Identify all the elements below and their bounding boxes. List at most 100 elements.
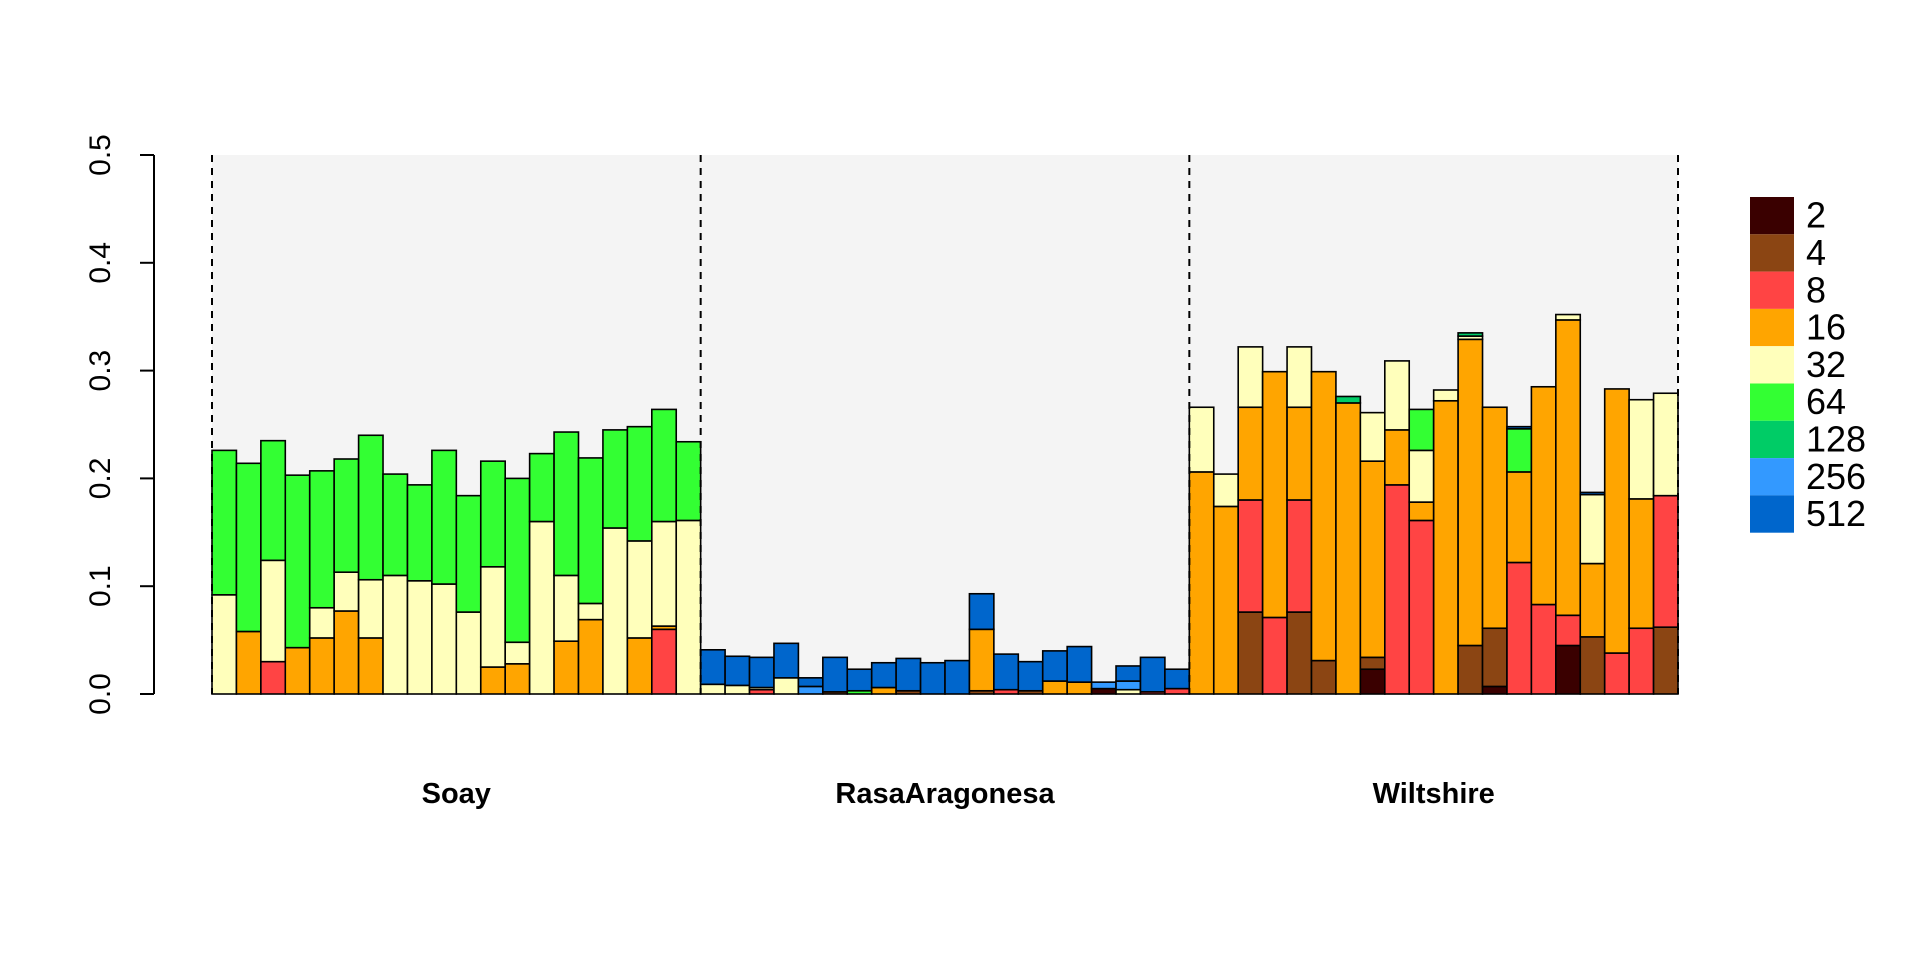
- bar-segment: [1603, 388, 1630, 654]
- bar-segment: [553, 640, 580, 695]
- bar-segment: [1555, 644, 1582, 695]
- bar-segment: [235, 462, 262, 633]
- y-tick-label: 0.0: [84, 673, 117, 715]
- y-tick-label: 0.2: [84, 458, 117, 500]
- bar-segment: [773, 677, 800, 695]
- legend-label: 16: [1806, 307, 1846, 348]
- bar-segment: [260, 559, 287, 663]
- bar-segment: [724, 684, 751, 695]
- bar-segment: [1115, 665, 1142, 682]
- bar-segment: [260, 439, 287, 562]
- legend-label: 256: [1806, 456, 1866, 497]
- bar-segment: [1139, 656, 1166, 693]
- legend-swatch: [1750, 197, 1794, 235]
- bar-segment: [1408, 519, 1435, 695]
- bar-segment: [1408, 408, 1435, 452]
- bar-segment: [504, 477, 531, 644]
- legend-label: 64: [1806, 381, 1846, 422]
- bar-segment: [895, 657, 922, 692]
- bar-segment: [1603, 652, 1630, 695]
- bar-segment: [1090, 681, 1117, 690]
- legend-swatch: [1750, 420, 1794, 459]
- bar-segment: [1384, 484, 1411, 695]
- bar-segment: [357, 578, 384, 639]
- bar-segment: [211, 594, 238, 695]
- bar-segment: [944, 659, 971, 695]
- bar-segment: [1286, 611, 1313, 695]
- bar-segment: [553, 574, 580, 642]
- legend-label: 8: [1806, 269, 1826, 310]
- bar-segment: [870, 661, 897, 689]
- bar-segment: [1335, 402, 1362, 695]
- bar-segment: [602, 527, 629, 695]
- bar-segment: [260, 660, 287, 695]
- bar-segment: [1286, 406, 1313, 501]
- bar-segment: [675, 440, 702, 522]
- bar-segment: [626, 637, 653, 695]
- bar-segment: [479, 460, 506, 568]
- bar-segment: [1481, 406, 1508, 630]
- bar-segment: [846, 668, 873, 692]
- bar-segment: [650, 408, 678, 523]
- bar-segment: [626, 540, 653, 639]
- bar-segment: [1041, 650, 1068, 682]
- legend-swatch: [1750, 234, 1794, 272]
- y-tick-label: 0.4: [84, 242, 117, 284]
- bar-segment: [1261, 616, 1288, 695]
- bar-segment: [797, 677, 824, 688]
- legend-label: 2: [1806, 195, 1826, 236]
- bar-segment: [1408, 501, 1435, 522]
- bar-segment: [1628, 627, 1655, 695]
- bar-segment: [773, 642, 800, 679]
- bar-segment: [406, 484, 433, 582]
- bar-segment: [577, 618, 604, 695]
- group-label: RasaAragonesa: [835, 778, 1055, 810]
- legend-label: 512: [1806, 493, 1866, 534]
- bar-segment: [455, 494, 482, 613]
- bar-segment: [1359, 411, 1386, 462]
- bar-segment: [675, 519, 702, 695]
- bar-segment: [1164, 668, 1191, 690]
- bar-segment: [748, 656, 775, 689]
- bar-segment: [919, 661, 946, 695]
- legend-swatch: [1750, 271, 1794, 309]
- bar-segment: [1506, 471, 1533, 564]
- bar-segment: [1432, 399, 1459, 695]
- bar-segment: [1530, 385, 1557, 606]
- bar-segment: [602, 429, 629, 529]
- bar-segment: [1066, 681, 1093, 695]
- legend-swatch: [1750, 308, 1794, 347]
- bar-segment: [1481, 685, 1508, 695]
- y-tick-label: 0.3: [84, 350, 117, 392]
- bar-segment: [333, 458, 360, 573]
- bar-segment: [1066, 645, 1093, 683]
- group-labels: Soay RasaAragonesa Wiltshire: [422, 778, 1495, 810]
- bar-segment: [968, 592, 995, 631]
- bar-segment: [1212, 473, 1240, 508]
- legend-swatch: [1750, 495, 1794, 533]
- bar-segment: [870, 686, 897, 695]
- bar-segment: [1164, 687, 1191, 695]
- bar-segment: [1555, 614, 1582, 647]
- legend-label: 128: [1806, 418, 1866, 459]
- bar-segment: [968, 628, 995, 692]
- bar-segment: [1628, 398, 1655, 500]
- bar-segment: [1310, 370, 1337, 662]
- bar-segment: [308, 470, 335, 609]
- bar-segment: [479, 666, 506, 695]
- bar-segment: [1506, 561, 1533, 695]
- bar-segment: [724, 655, 751, 687]
- bar-segment: [1628, 498, 1655, 630]
- bar-segment: [626, 425, 653, 542]
- bar-segment: [357, 637, 384, 695]
- bar-segment: [431, 449, 458, 585]
- bar-segment: [1359, 668, 1386, 695]
- bar-segment: [1237, 611, 1264, 695]
- bar-segment: [455, 611, 482, 695]
- y-tick-label: 0.5: [84, 134, 117, 176]
- bar-segment: [1188, 471, 1215, 695]
- bar-segment: [1652, 626, 1679, 695]
- bar-segment: [504, 641, 531, 665]
- bar-segment: [1530, 603, 1557, 695]
- bar-segment: [333, 571, 360, 612]
